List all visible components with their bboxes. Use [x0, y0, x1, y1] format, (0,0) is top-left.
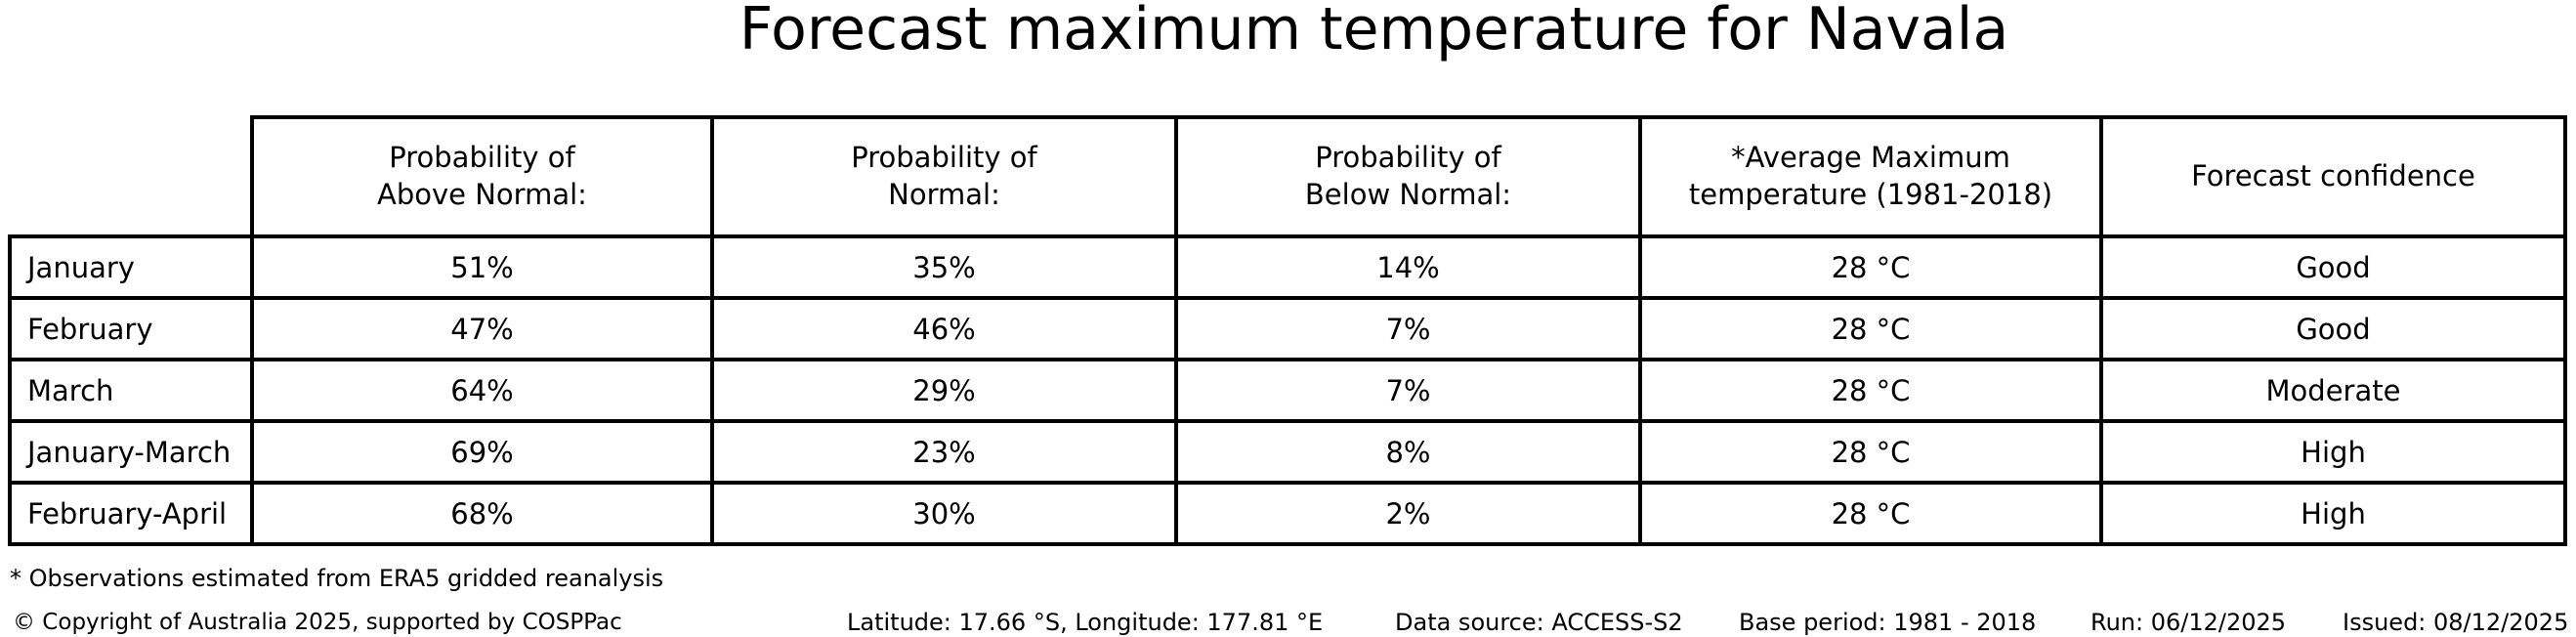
cell-average-max-temp: 28 °C: [1638, 296, 2103, 361]
cell-normal: 46%: [710, 296, 1178, 361]
col-header-above-normal: Probability of Above Normal:: [250, 115, 714, 238]
coordinates-text: Latitude: 17.66 °S, Longitude: 177.81 °E: [847, 609, 1324, 636]
cell-above-normal: 68%: [250, 481, 714, 546]
cell-below-normal: 8%: [1174, 419, 1642, 485]
cell-below-normal: 7%: [1174, 358, 1642, 423]
cell-normal: 29%: [710, 358, 1178, 423]
cell-forecast-confidence: Moderate: [2099, 358, 2567, 423]
cell-average-max-temp: 28 °C: [1638, 234, 2103, 300]
cell-average-max-temp: 28 °C: [1638, 358, 2103, 423]
cell-forecast-confidence: High: [2099, 481, 2567, 546]
run-date-text: Run: 06/12/2025: [2090, 609, 2287, 636]
table-row-january: January 51% 35% 14% 28 °C Good: [8, 234, 2567, 300]
page-title: Forecast maximum temperature for Navala: [739, 0, 2009, 64]
footer-metadata-line: © Copyright of Australia 2025, supported…: [0, 611, 2576, 636]
issued-date-text: Issued: 08/12/2025: [2343, 609, 2569, 636]
cell-above-normal: 47%: [250, 296, 714, 361]
cell-above-normal: 51%: [250, 234, 714, 300]
forecast-table: Probability of Above Normal: Probability…: [8, 115, 2567, 546]
base-period-text: Base period: 1981 - 2018: [1739, 609, 2037, 636]
row-label: January-March: [8, 419, 254, 485]
col-header-below-normal: Probability of Below Normal:: [1174, 115, 1642, 238]
col-header-average-max-temp: *Average Maximum temperature (1981-2018): [1638, 115, 2103, 238]
table-row-march: March 64% 29% 7% 28 °C Moderate: [8, 358, 2567, 423]
table-header-row: Probability of Above Normal: Probability…: [10, 115, 2567, 238]
cell-below-normal: 2%: [1174, 481, 1642, 546]
cell-average-max-temp: 28 °C: [1638, 481, 2103, 546]
row-label: January: [8, 234, 254, 300]
cell-below-normal: 7%: [1174, 296, 1642, 361]
cell-normal: 35%: [710, 234, 1178, 300]
data-source-text: Data source: ACCESS-S2: [1395, 609, 1683, 636]
table-row-january-march: January-March 69% 23% 8% 28 °C High: [8, 419, 2567, 485]
cell-forecast-confidence: Good: [2099, 234, 2567, 300]
cell-forecast-confidence: High: [2099, 419, 2567, 485]
row-label: March: [8, 358, 254, 423]
cell-forecast-confidence: Good: [2099, 296, 2567, 361]
copyright-text: © Copyright of Australia 2025, supported…: [13, 610, 622, 635]
cell-above-normal: 64%: [250, 358, 714, 423]
cell-below-normal: 14%: [1174, 234, 1642, 300]
corner-cell: [10, 117, 252, 236]
row-label: February-April: [8, 481, 254, 546]
col-header-normal: Probability of Normal:: [710, 115, 1178, 238]
observations-footnote: * Observations estimated from ERA5 gridd…: [10, 565, 664, 592]
cell-normal: 23%: [710, 419, 1178, 485]
table-row-february: February 47% 46% 7% 28 °C Good: [8, 296, 2567, 361]
cell-above-normal: 69%: [250, 419, 714, 485]
cell-average-max-temp: 28 °C: [1638, 419, 2103, 485]
col-header-forecast-confidence: Forecast confidence: [2099, 115, 2567, 238]
table-row-february-april: February-April 68% 30% 2% 28 °C High: [8, 481, 2567, 546]
cell-normal: 30%: [710, 481, 1178, 546]
row-label: February: [8, 296, 254, 361]
